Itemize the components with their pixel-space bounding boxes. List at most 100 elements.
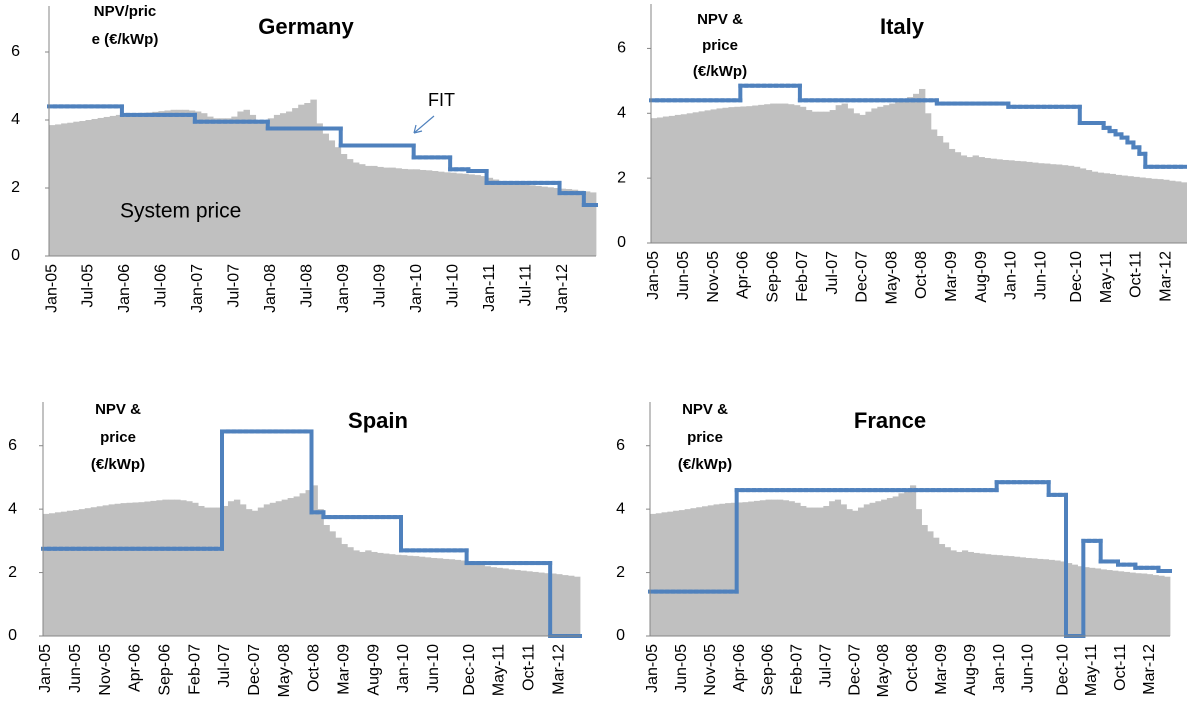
area-column: [673, 510, 680, 636]
area-column: [1054, 560, 1061, 636]
area-column: [777, 499, 784, 636]
x-tick-label: Jan-08: [262, 264, 279, 313]
area-column: [516, 183, 524, 256]
area-column: [1079, 168, 1087, 243]
area-column: [895, 101, 902, 243]
x-tick-label: Jan-05: [645, 251, 662, 300]
area-column: [377, 552, 384, 636]
area-column: [267, 118, 275, 256]
area-column: [286, 111, 293, 256]
area-column: [134, 113, 141, 256]
area-column: [298, 104, 305, 256]
area-column: [170, 109, 178, 256]
area-column: [442, 558, 450, 636]
area-column: [1083, 567, 1090, 636]
area-column: [927, 531, 934, 636]
area-column: [121, 114, 129, 256]
area-column: [162, 499, 169, 636]
area-column: [985, 554, 992, 636]
chart-title: Italy: [880, 14, 925, 39]
area-column: [188, 110, 196, 256]
y-axis-label: NPV/pric: [94, 3, 157, 20]
area-column: [1123, 571, 1130, 636]
area-column: [1055, 164, 1063, 243]
x-tick-label: Jul-11: [517, 264, 534, 306]
area-column: [72, 510, 80, 636]
y-axis-label: price: [687, 429, 723, 446]
area-column: [114, 503, 121, 636]
x-tick-label: Jul-09: [371, 264, 388, 308]
area-column: [1163, 179, 1170, 243]
y-axis-label: NPV &: [697, 11, 743, 28]
area-column: [251, 510, 259, 636]
x-tick-label: Dec-07: [246, 644, 263, 696]
area-column: [805, 110, 813, 244]
area-column: [800, 505, 807, 636]
x-tick-label: Jan-10: [408, 264, 425, 313]
area-column: [990, 158, 997, 243]
area-column: [1127, 176, 1134, 243]
area-column: [316, 123, 323, 257]
area-column: [996, 159, 1003, 243]
area-column: [954, 152, 962, 243]
area-column: [583, 191, 591, 256]
x-tick-label: Jan-05: [644, 644, 661, 693]
area-column: [377, 166, 384, 256]
area-column: [562, 575, 569, 636]
area-column: [892, 496, 899, 636]
area-column: [765, 499, 772, 636]
area-column: [799, 106, 807, 243]
area-column: [538, 572, 545, 636]
area-column: [787, 104, 795, 243]
area-column: [401, 168, 408, 256]
x-tick-label: May-11: [1083, 644, 1100, 696]
y-tick-label: 0: [617, 234, 626, 251]
area-column: [108, 504, 115, 636]
area-column: [736, 502, 743, 636]
area-column: [1073, 166, 1081, 243]
area-column: [292, 108, 299, 256]
area-column: [577, 190, 585, 256]
x-tick-label: Sep-06: [157, 644, 174, 696]
area-column: [365, 165, 372, 256]
area-column: [341, 544, 348, 636]
area-column: [269, 502, 277, 636]
area-column: [758, 104, 765, 244]
area-column: [412, 556, 420, 636]
area-column: [938, 544, 946, 636]
area-column: [490, 567, 497, 636]
area-column: [227, 501, 235, 636]
area-column: [1042, 559, 1050, 636]
area-column: [1020, 161, 1027, 243]
area-column: [115, 114, 123, 257]
area-column: [770, 103, 777, 243]
x-tick-label: Mar-12: [1157, 251, 1174, 302]
x-tick-label: Dec-10: [1068, 251, 1085, 303]
area-column: [200, 113, 208, 256]
area-column: [299, 493, 306, 636]
x-tick-label: Jun-10: [1032, 251, 1049, 300]
area-column: [508, 569, 515, 636]
area-column: [950, 550, 957, 636]
area-column: [334, 147, 342, 256]
area-column: [1032, 162, 1039, 243]
area-column: [213, 118, 220, 256]
area-column: [287, 498, 294, 636]
area-column: [829, 110, 837, 244]
area-column: [1037, 558, 1044, 636]
area-column: [752, 105, 759, 243]
area-column: [182, 109, 190, 256]
area-column: [371, 165, 378, 256]
area-column: [1158, 575, 1165, 636]
area-column: [430, 557, 438, 636]
area-column: [852, 510, 859, 636]
area-column: [353, 550, 360, 636]
annotation-arrowhead: [413, 124, 423, 134]
y-tick-label: 4: [617, 105, 626, 122]
area-column: [1048, 559, 1055, 636]
area-column: [48, 513, 56, 636]
area-column: [1164, 576, 1171, 636]
x-tick-label: Nov-05: [97, 644, 114, 696]
x-tick-label: Sep-06: [760, 644, 777, 696]
area-column: [1118, 571, 1125, 636]
